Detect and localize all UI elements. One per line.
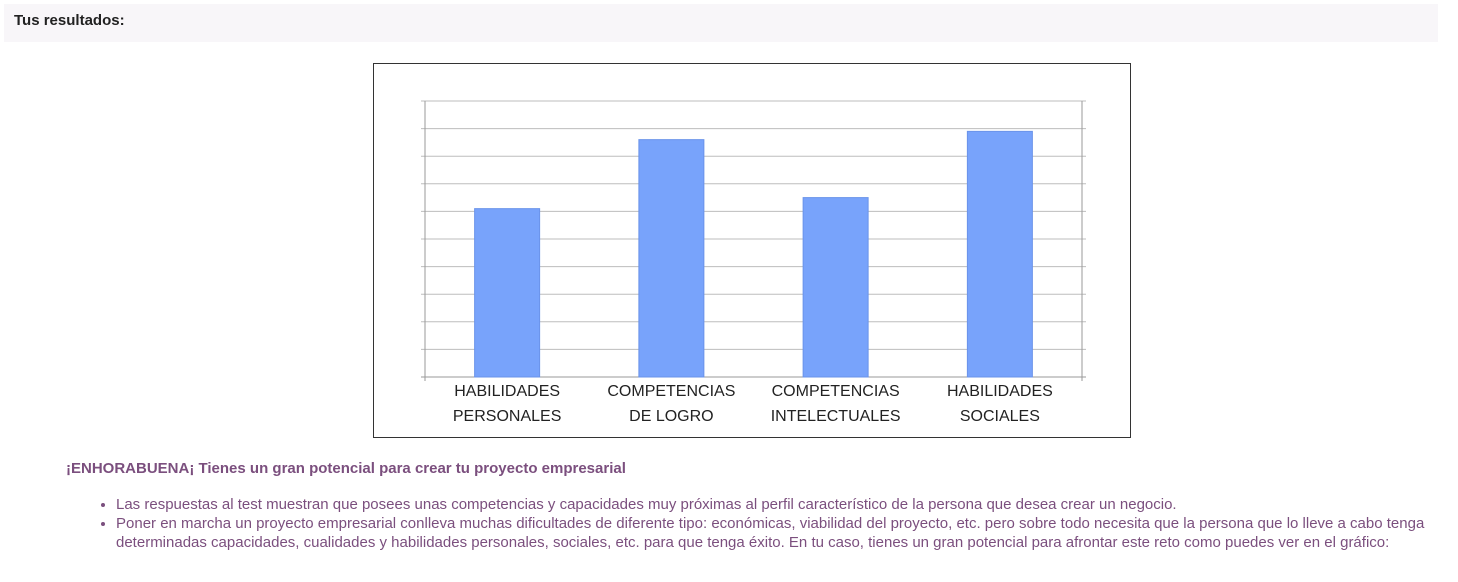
- chart-bar: [966, 130, 1033, 378]
- chart-bar: [638, 139, 705, 378]
- category-label: PERSONALES: [453, 408, 561, 425]
- category-label: HABILIDADES: [947, 383, 1053, 400]
- result-bullet-2: Poner en marcha un proyecto empresarial …: [116, 514, 1458, 552]
- bar-chart: HABILIDADES PERSONALES COMPETENCIAS DE LOGR…: [421, 100, 1086, 425]
- category-label: COMPETENCIAS: [772, 383, 900, 400]
- page-title: Tus resultados:: [14, 12, 125, 29]
- result-bullet-1: Las respuestas al test muestran que pose…: [116, 495, 1458, 514]
- congratulations-heading: ¡ENHORABUENA¡ Tienes un gran potencial p…: [66, 460, 626, 477]
- chart-bar: [802, 197, 869, 378]
- results-chart: HABILIDADES PERSONALES COMPETENCIAS DE LOGR…: [373, 63, 1131, 438]
- results-header-band: Tus resultados:: [4, 4, 1438, 42]
- category-label: HABILIDADES: [454, 383, 560, 400]
- category-label: DE LOGRO: [629, 408, 713, 425]
- category-label: SOCIALES: [960, 408, 1040, 425]
- category-label: COMPETENCIAS: [607, 383, 735, 400]
- result-bullets: Las respuestas al test muestran que pose…: [66, 495, 1458, 552]
- category-label: INTELECTUALES: [771, 408, 901, 425]
- chart-bar: [474, 208, 541, 378]
